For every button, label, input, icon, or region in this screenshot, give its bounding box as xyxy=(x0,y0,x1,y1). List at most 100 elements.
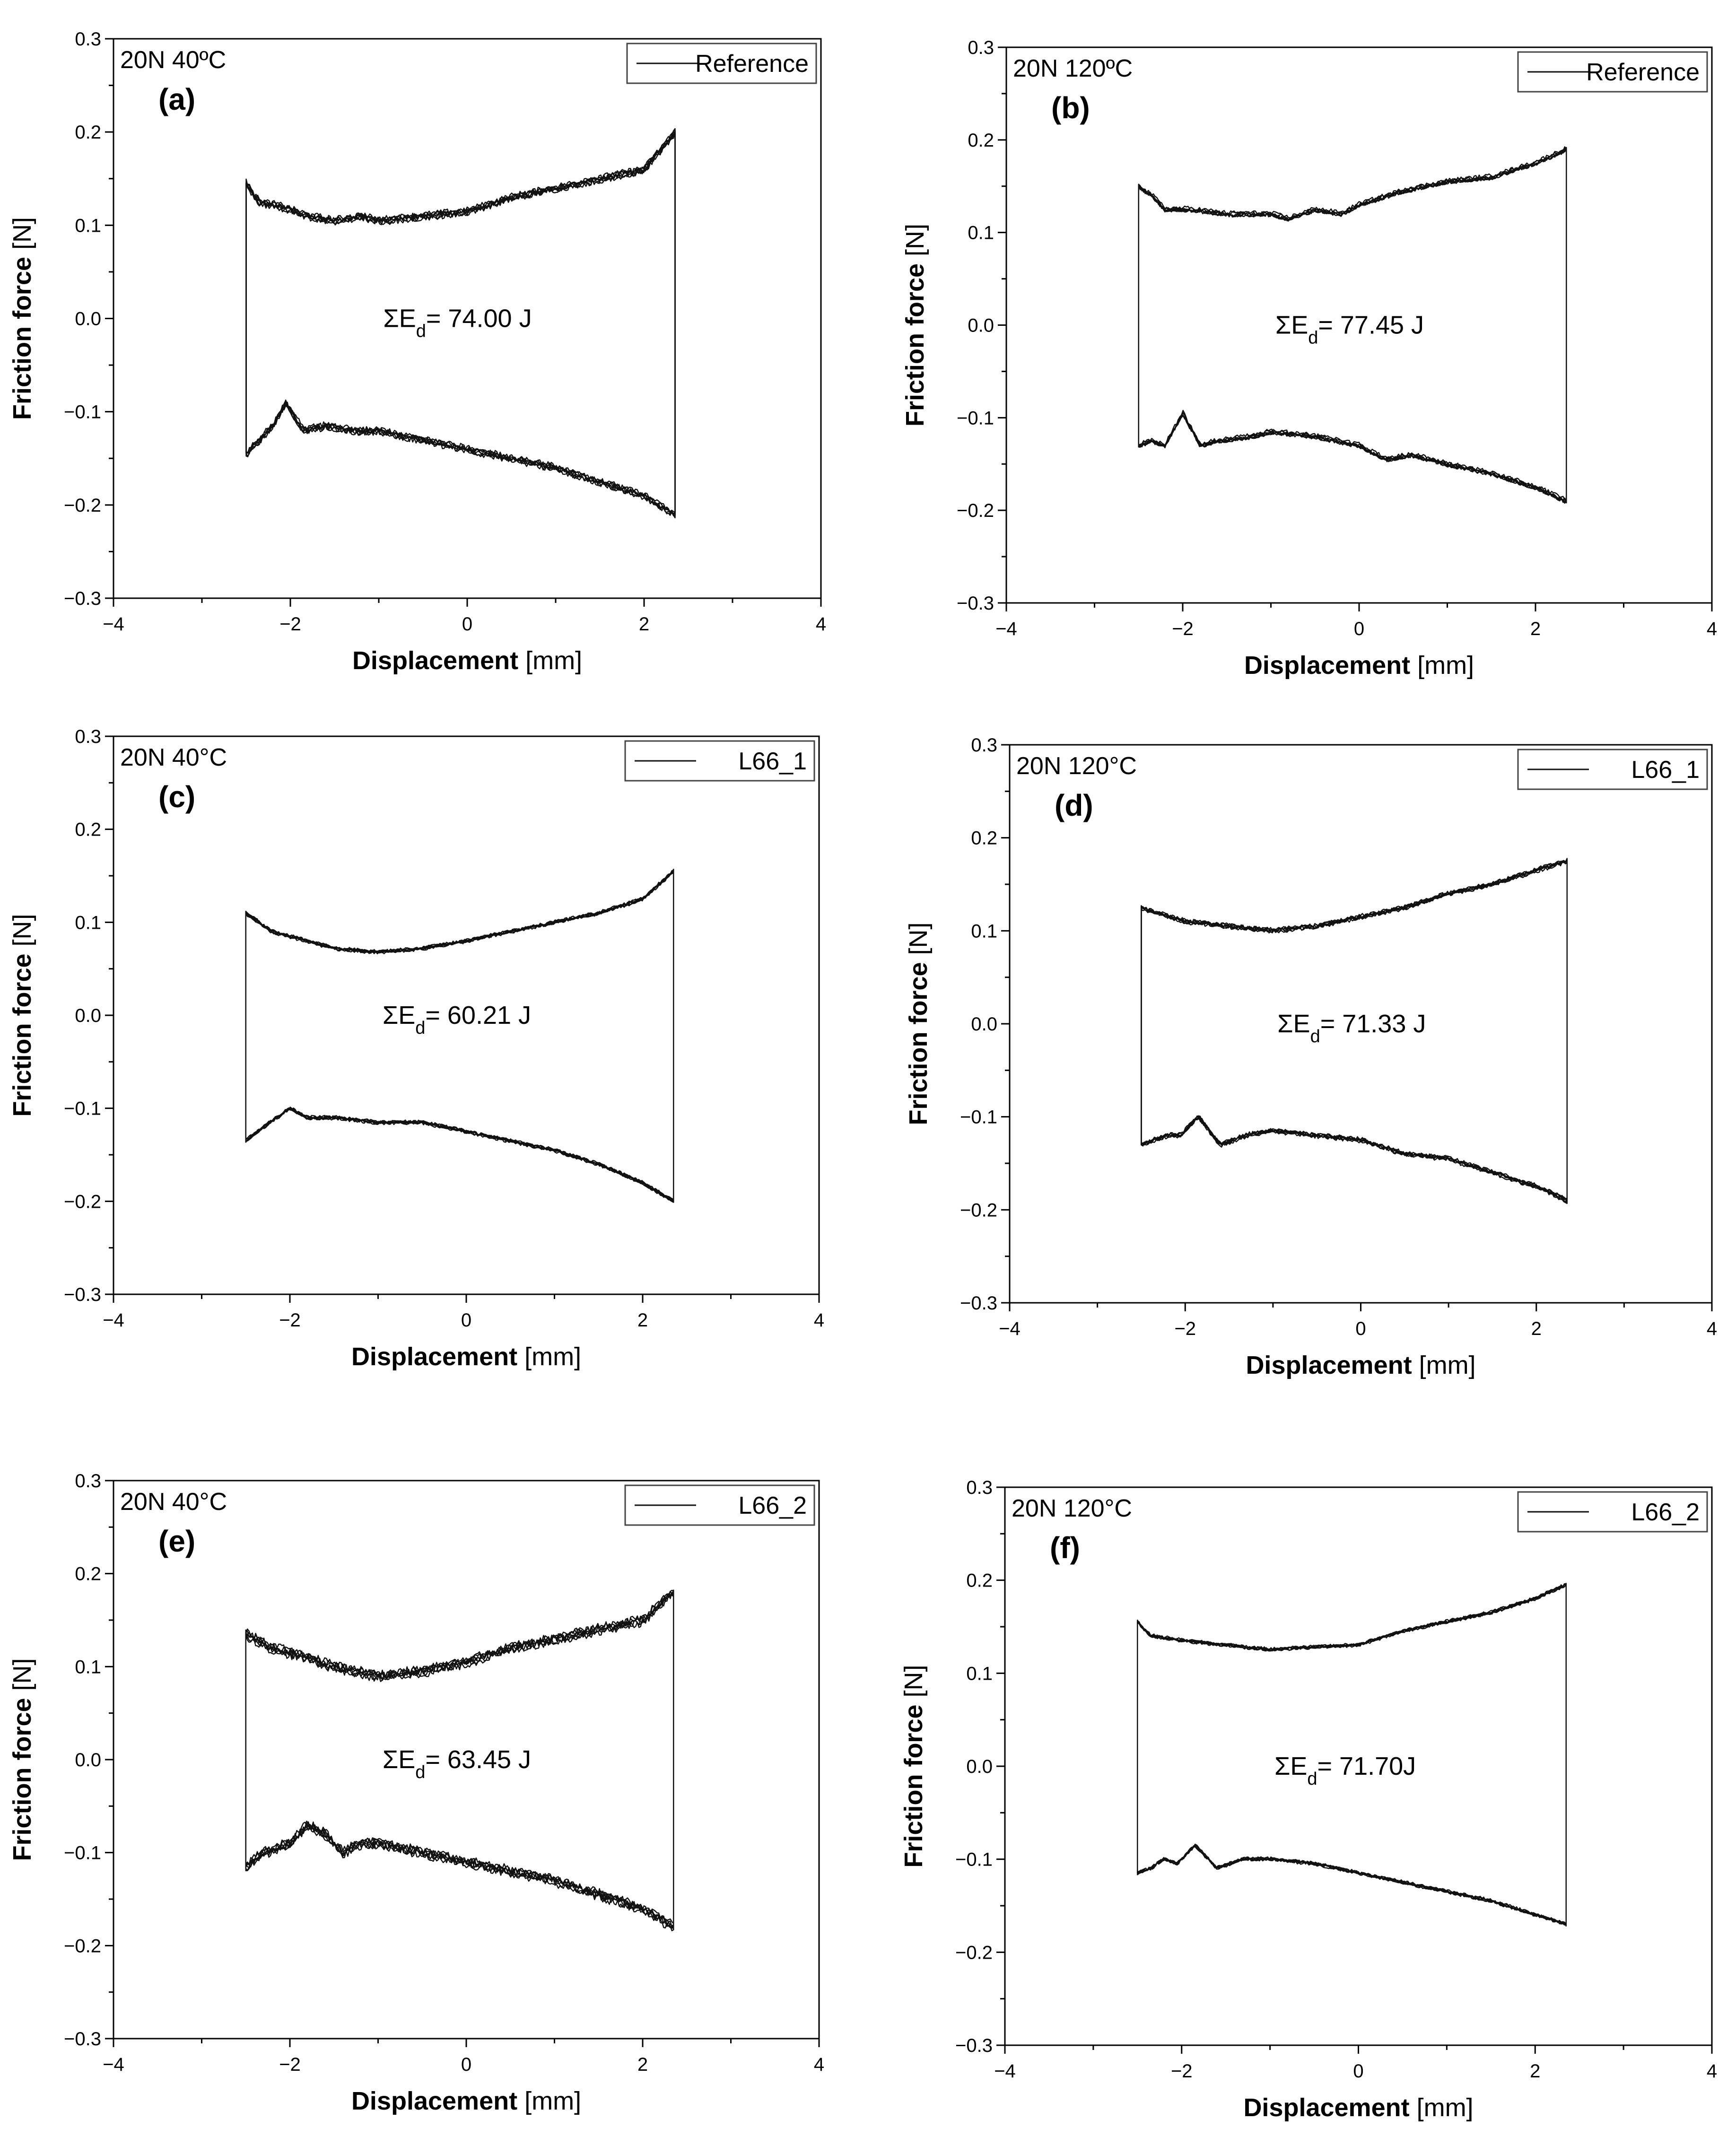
x-tick-label: −2 xyxy=(1172,619,1194,639)
x-tick-label: 4 xyxy=(1707,1318,1717,1339)
y-tick-label: −0.2 xyxy=(64,495,101,516)
x-tick-label: −4 xyxy=(994,2061,1016,2082)
y-tick-label: 0.0 xyxy=(966,1756,993,1777)
y-tick-label: −0.3 xyxy=(64,588,101,609)
y-tick-label: 0.0 xyxy=(968,315,994,336)
x-tick-label: −2 xyxy=(279,614,301,635)
y-tick-label: 0.2 xyxy=(75,1564,101,1585)
x-tick-label: 0 xyxy=(461,1310,471,1331)
panel-e: −4 −2 0 2 4 −0.3 −0.2 −0.1 0.0 0.1 0.2 0.3 Displacem… xyxy=(8,1471,824,2115)
condition-label: 20N 120ºC xyxy=(1013,55,1133,82)
hysteresis-cycle-5 xyxy=(1138,148,1567,504)
x-tick-label: −2 xyxy=(279,1310,301,1331)
y-axis-label: Friction force [N] xyxy=(904,922,933,1125)
legend-label: L66_1 xyxy=(738,748,807,775)
hysteresis-cycle-6 xyxy=(1138,146,1567,501)
x-tick-label: 0 xyxy=(1353,2061,1363,2082)
y-tick-label: 0.0 xyxy=(971,1014,997,1035)
panel-a: −4 −2 0 2 4 −0.3 −0.2 −0.1 0.0 0.1 0.2 0.3 Displacem… xyxy=(8,29,826,675)
legend-label: Reference xyxy=(1586,59,1700,86)
hysteresis-cycle-1 xyxy=(245,872,674,1203)
y-axis-label: Friction force [N] xyxy=(8,217,36,420)
y-tick-label: 0.0 xyxy=(75,1750,101,1770)
y-axis-label: Friction force [N] xyxy=(901,224,929,427)
x-axis-label: Displacement [mm] xyxy=(351,1343,581,1371)
x-tick-label: 0 xyxy=(462,614,472,635)
panel-f: −4 −2 0 2 4 −0.3 −0.2 −0.1 0.0 0.1 0.2 0.3 Displacem… xyxy=(899,1477,1717,2122)
y-tick-label: 0.2 xyxy=(971,828,997,849)
y-tick-label: −0.1 xyxy=(64,1099,101,1119)
legend-label: Reference xyxy=(695,50,809,78)
hysteresis-cycle-6 xyxy=(1137,1584,1567,1926)
y-tick-label: −0.1 xyxy=(957,408,994,428)
y-axis-label: Friction force [N] xyxy=(8,1658,36,1861)
x-axis-label: Displacement [mm] xyxy=(352,646,582,675)
y-tick-label: −0.2 xyxy=(955,1942,993,1963)
hysteresis-cycle-6 xyxy=(245,869,674,1201)
y-tick-label: 0.1 xyxy=(968,223,994,244)
x-tick-label: 2 xyxy=(1530,2061,1540,2082)
x-tick-label: 0 xyxy=(1354,619,1364,639)
panel-letter: (e) xyxy=(158,1524,195,1558)
x-tick-label: 2 xyxy=(1530,619,1541,639)
x-tick-label: −4 xyxy=(103,1310,124,1331)
hysteresis-cycle-6 xyxy=(245,1589,674,1929)
x-tick-label: 0 xyxy=(1355,1318,1366,1339)
panel-letter: (f) xyxy=(1050,1531,1080,1565)
y-tick-label: −0.1 xyxy=(64,1843,101,1864)
y-tick-label: −0.3 xyxy=(64,1284,101,1305)
x-tick-label: 4 xyxy=(1707,2061,1717,2082)
x-tick-label: −4 xyxy=(103,2054,124,2075)
x-axis-label: Displacement [mm] xyxy=(1244,651,1474,680)
condition-label: 20N 120°C xyxy=(1016,752,1137,780)
x-tick-label: 2 xyxy=(637,2054,648,2075)
x-tick-label: 0 xyxy=(461,2054,471,2075)
energy-annotation: ΣEd= 74.00 J xyxy=(383,305,532,341)
x-tick-label: −2 xyxy=(1171,2061,1193,2082)
y-tick-label: 0.3 xyxy=(75,29,101,50)
x-tick-label: −2 xyxy=(279,2054,301,2075)
condition-label: 20N 40ºC xyxy=(120,46,226,74)
y-tick-label: −0.3 xyxy=(955,2035,993,2056)
panel-letter: (b) xyxy=(1051,91,1090,125)
hysteresis-cycle-6 xyxy=(1141,861,1568,1203)
x-tick-label: 2 xyxy=(639,614,649,635)
y-tick-label: 0.1 xyxy=(75,1657,101,1677)
x-tick-label: 4 xyxy=(814,1310,824,1331)
panel-letter: (d) xyxy=(1055,788,1093,822)
y-tick-label: −0.3 xyxy=(64,2029,101,2049)
energy-annotation: ΣEd= 77.45 J xyxy=(1275,311,1424,348)
y-tick-label: 0.0 xyxy=(75,1005,101,1026)
y-tick-label: −0.3 xyxy=(957,593,994,614)
legend-label: L66_2 xyxy=(738,1492,807,1519)
hysteresis-cycle-3 xyxy=(245,869,674,1201)
x-tick-label: 2 xyxy=(1531,1318,1542,1339)
y-tick-label: −0.2 xyxy=(957,500,994,521)
x-tick-label: −4 xyxy=(995,619,1017,639)
energy-annotation: ΣEd= 60.21 J xyxy=(383,1001,531,1038)
y-tick-label: 0.3 xyxy=(971,735,997,756)
y-axis-label: Friction force [N] xyxy=(8,914,36,1116)
panel-d: −4 −2 0 2 4 −0.3 −0.2 −0.1 0.0 0.1 0.2 0.3 Displacem… xyxy=(904,735,1717,1379)
y-tick-label: −0.1 xyxy=(64,402,101,423)
y-tick-label: 0.3 xyxy=(968,37,994,58)
y-axis-label: Friction force [N] xyxy=(899,1665,928,1867)
y-tick-label: −0.2 xyxy=(960,1200,997,1221)
y-tick-label: 0.3 xyxy=(75,1471,101,1491)
y-tick-label: 0.1 xyxy=(75,912,101,933)
panel-b: −4 −2 0 2 4 −0.3 −0.2 −0.1 0.0 0.1 0.2 0.3 Displacem… xyxy=(901,37,1717,680)
y-tick-label: 0.2 xyxy=(75,820,101,840)
x-tick-label: −4 xyxy=(999,1318,1021,1339)
y-tick-label: 0.0 xyxy=(75,309,101,330)
panel-c: −4 −2 0 2 4 −0.3 −0.2 −0.1 0.0 0.1 0.2 0.3 Displacem… xyxy=(8,726,824,1371)
condition-label: 20N 40°C xyxy=(120,1488,227,1516)
condition-label: 20N 120°C xyxy=(1012,1495,1132,1522)
y-tick-label: 0.1 xyxy=(971,921,997,942)
x-tick-label: 4 xyxy=(816,614,826,635)
energy-annotation: ΣEd= 71.33 J xyxy=(1277,1010,1426,1046)
y-tick-label: −0.2 xyxy=(64,1936,101,1956)
x-tick-label: 4 xyxy=(1707,619,1717,639)
x-tick-label: −2 xyxy=(1174,1318,1196,1339)
y-tick-label: 0.2 xyxy=(966,1570,993,1591)
